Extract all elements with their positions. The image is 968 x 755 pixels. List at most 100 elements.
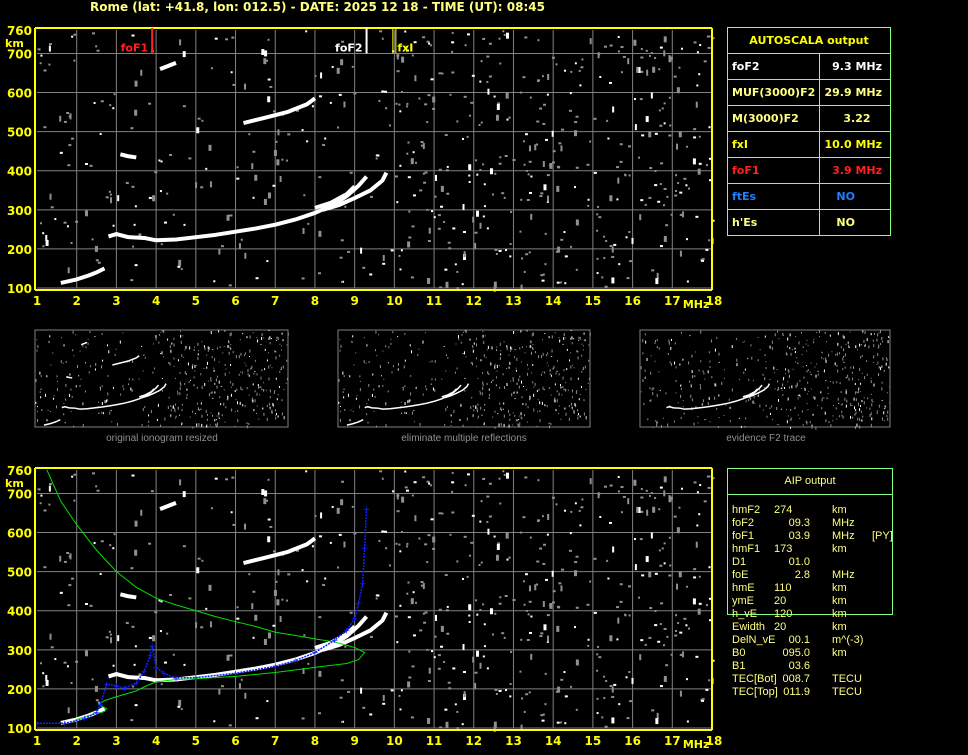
noise-dot	[525, 346, 527, 348]
noise-dot	[524, 414, 526, 417]
noise-dot	[472, 414, 474, 417]
aip-value: 03.6	[788, 660, 810, 672]
noise-dot	[787, 337, 789, 341]
noise-dot	[886, 359, 888, 361]
row-label: ftEs	[726, 183, 821, 210]
noise-dot	[521, 396, 523, 399]
noise-dot	[266, 260, 269, 263]
noise-dot	[427, 94, 431, 97]
noise-dot	[259, 394, 261, 396]
noise-dot	[554, 397, 556, 399]
noise-dot	[693, 422, 695, 426]
trace-multiple	[80, 341, 88, 346]
noise-dot	[213, 369, 215, 372]
noise-dot	[701, 698, 705, 701]
noise-dot	[656, 423, 658, 427]
noise-dot	[176, 390, 178, 392]
noise-dot	[441, 72, 444, 75]
x-tick-label: 13	[505, 294, 522, 308]
noise-dot	[880, 367, 882, 371]
noise-dot	[611, 686, 614, 693]
noise-dot	[366, 403, 368, 405]
noise-dot	[36, 349, 38, 352]
noise-dot	[511, 346, 513, 350]
noise-dot	[252, 150, 256, 153]
noise-dot	[430, 484, 433, 487]
noise-dot	[378, 99, 381, 102]
noise-dot	[515, 369, 517, 372]
noise-dot	[764, 354, 766, 357]
noise-dot	[663, 187, 667, 190]
noise-dot	[503, 414, 505, 418]
noise-dot	[189, 416, 191, 418]
noise-dot	[220, 385, 222, 387]
noise-dot	[654, 572, 658, 575]
noise-dot	[568, 389, 570, 391]
noise-dot	[451, 471, 454, 474]
noise-dot	[668, 96, 671, 99]
noise-dot	[524, 352, 526, 354]
noise-dot	[509, 242, 512, 245]
noise-dot	[873, 355, 875, 359]
noise-dot	[512, 599, 516, 602]
noise-dot	[648, 54, 651, 57]
noise-dot	[546, 174, 550, 177]
noise-dot	[368, 360, 370, 363]
noise-dot	[533, 386, 535, 388]
noise-dot	[605, 679, 608, 682]
noise-dot	[378, 385, 380, 388]
noise-dot	[263, 389, 265, 391]
noise-dot	[191, 365, 193, 369]
noise-dot	[66, 551, 70, 554]
noise-dot	[269, 525, 273, 528]
noise-dot	[43, 126, 47, 129]
noise-dot	[132, 245, 135, 248]
noise-dot	[219, 417, 221, 419]
noise-dot	[446, 165, 449, 168]
noise-dot	[570, 402, 572, 406]
noise-dot	[579, 336, 581, 340]
noise-dot	[303, 634, 306, 637]
noise-dot	[660, 162, 664, 165]
noise-dot	[331, 65, 334, 68]
noise-dot	[878, 366, 880, 369]
noise-dot	[462, 331, 464, 333]
noise-dot	[831, 351, 833, 353]
noise-dot	[666, 635, 669, 638]
noise-dot	[274, 390, 276, 393]
noise-dot	[232, 351, 234, 354]
noise-dot	[699, 44, 702, 47]
trace-multiple	[242, 96, 317, 125]
noise-dot	[769, 345, 771, 349]
noise-dot	[810, 374, 812, 376]
noise-dot	[424, 543, 428, 546]
noise-dot	[172, 653, 175, 656]
noise-dot	[661, 547, 664, 550]
noise-dot	[577, 356, 579, 360]
noise-dot	[178, 699, 182, 706]
noise-dot	[575, 115, 579, 118]
noise-dot	[342, 391, 344, 393]
noise-dot	[476, 173, 479, 176]
noise-dot	[491, 193, 494, 196]
noise-dot	[148, 636, 152, 639]
noise-dot	[556, 165, 560, 168]
noise-dot	[774, 372, 776, 374]
noise-dot	[411, 665, 415, 668]
noise-dot	[438, 168, 442, 171]
noise-dot	[396, 70, 400, 73]
noise-dot	[400, 530, 403, 533]
noise-dot	[47, 409, 49, 411]
noise-dot	[773, 366, 775, 370]
noise-dot	[658, 347, 660, 350]
noise-dot	[839, 382, 841, 385]
noise-dot	[267, 38, 270, 41]
noise-dot	[815, 374, 817, 378]
noise-dot	[385, 345, 387, 348]
noise-dot	[472, 345, 474, 349]
noise-dot	[528, 600, 532, 603]
noise-dot	[306, 140, 309, 143]
noise-dot	[718, 352, 720, 356]
noise-dot	[341, 480, 345, 483]
noise-dot	[428, 42, 431, 45]
